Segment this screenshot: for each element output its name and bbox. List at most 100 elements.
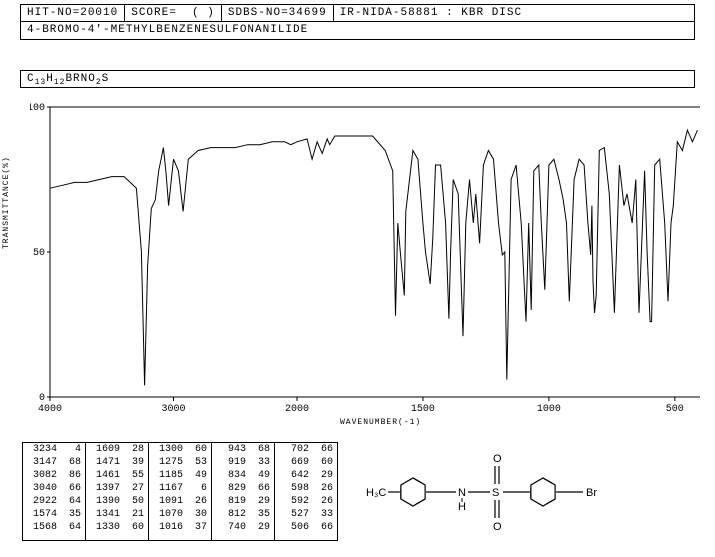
peak-wavenumber: 1091 <box>153 496 183 507</box>
svg-text:H: H <box>458 501 466 513</box>
peak-intensity: 29 <box>252 496 270 507</box>
ir-info-cell: IR-NIDA-58881 : KBR DISC <box>334 5 694 21</box>
peak-row: 81235 <box>212 508 274 521</box>
peak-column: 1609281471391461551397271390501341211330… <box>86 443 149 540</box>
peak-wavenumber: 943 <box>216 444 246 455</box>
hit-no-label: HIT-NO= <box>27 7 80 19</box>
svg-text:H₃C: H₃C <box>366 487 386 499</box>
sdbs-value: 34699 <box>289 7 327 19</box>
svg-text:N: N <box>458 487 466 499</box>
hit-no-cell: HIT-NO=20010 <box>21 5 125 21</box>
peak-wavenumber: 598 <box>279 483 309 494</box>
peak-intensity: 21 <box>126 509 144 520</box>
peak-row: 83449 <box>212 469 274 482</box>
svg-text:3000: 3000 <box>161 404 185 415</box>
peak-row: 1016 37 <box>149 521 211 534</box>
svg-text:2000: 2000 <box>285 404 309 415</box>
peak-wavenumber: 829 <box>216 483 246 494</box>
peak-wavenumber: 669 <box>279 457 309 468</box>
peak-wavenumber: 527 <box>279 509 309 520</box>
peak-wavenumber: 506 <box>279 522 309 533</box>
peak-wavenumber: 1574 <box>27 509 57 520</box>
peak-wavenumber: 1167 <box>153 483 183 494</box>
peak-intensity: 37 <box>189 522 207 533</box>
peak-row: 82966 <box>212 482 274 495</box>
sdbs-label: SDBS-NO= <box>228 7 289 19</box>
peak-intensity: 33 <box>252 457 270 468</box>
score-value: ( ) <box>192 7 215 19</box>
peak-intensity: 49 <box>252 470 270 481</box>
compound-name-row: 4-BROMO-4'-METHYLBENZENESULFONANILIDE <box>20 22 695 40</box>
peak-intensity: 64 <box>63 522 81 533</box>
peak-intensity: 66 <box>315 522 333 533</box>
svg-text:1000: 1000 <box>537 404 561 415</box>
peak-column: 3234431476830828630406629226415743515686… <box>23 443 86 540</box>
peak-wavenumber: 1461 <box>90 470 120 481</box>
peak-intensity: 53 <box>189 457 207 468</box>
peak-intensity: 39 <box>126 457 144 468</box>
peak-row: 81929 <box>212 495 274 508</box>
bottom-section: 3234431476830828630406629226415743515686… <box>22 442 702 541</box>
peak-row: 506 66 <box>275 521 337 534</box>
peak-row: 3234 4 <box>23 443 85 456</box>
peak-intensity: 68 <box>63 457 81 468</box>
peak-row: 702 66 <box>275 443 337 456</box>
peak-intensity: 30 <box>189 509 207 520</box>
peak-wavenumber: 1300 <box>153 444 183 455</box>
peak-wavenumber: 919 <box>216 457 246 468</box>
peak-intensity: 6 <box>189 483 207 494</box>
peak-wavenumber: 702 <box>279 444 309 455</box>
peak-row: 139727 <box>86 482 148 495</box>
peak-row: 527 33 <box>275 508 337 521</box>
svg-text:Br: Br <box>586 487 597 499</box>
y-axis-label: TRANSMITTANCE(%) <box>2 156 11 249</box>
score-label: SCORE= <box>131 7 177 19</box>
peak-row: 130060 <box>149 443 211 456</box>
peak-row: 139050 <box>86 495 148 508</box>
peak-wavenumber: 3234 <box>27 444 57 455</box>
peak-row: 74029 <box>212 521 274 534</box>
peak-wavenumber: 3082 <box>27 470 57 481</box>
svg-text:50: 50 <box>33 248 45 259</box>
peak-row: 157435 <box>23 508 85 521</box>
peak-wavenumber: 3040 <box>27 483 57 494</box>
header-row: HIT-NO=20010 SCORE= ( ) SDBS-NO=34699 IR… <box>20 4 695 22</box>
peak-row: 146155 <box>86 469 148 482</box>
peak-wavenumber: 3147 <box>27 457 57 468</box>
peak-wavenumber: 1568 <box>27 522 57 533</box>
peak-intensity: 64 <box>63 496 81 507</box>
peak-row: 59826 <box>275 482 337 495</box>
peak-row: 292264 <box>23 495 85 508</box>
formula-row: C13H12BRNO2S <box>20 70 695 88</box>
hit-no-value: 20010 <box>80 7 118 19</box>
peak-column: 94368919338344982966819298123574029 <box>212 443 275 540</box>
peak-wavenumber: 1341 <box>90 509 120 520</box>
peak-intensity: 33 <box>315 509 333 520</box>
peak-row: 118549 <box>149 469 211 482</box>
svg-text:O: O <box>493 453 502 465</box>
peak-row: 1167 6 <box>149 482 211 495</box>
peak-intensity: 60 <box>315 457 333 468</box>
peak-row: 1341 21 <box>86 508 148 521</box>
peak-wavenumber: 1471 <box>90 457 120 468</box>
peak-intensity: 4 <box>63 444 81 455</box>
peak-column: 70266669606422959826592265273350666 <box>275 443 337 540</box>
peak-row: 64229 <box>275 469 337 482</box>
peak-wavenumber: 1330 <box>90 522 120 533</box>
peak-wavenumber: 812 <box>216 509 246 520</box>
peak-intensity: 26 <box>189 496 207 507</box>
peak-wavenumber: 1390 <box>90 496 120 507</box>
peak-row: 304066 <box>23 482 85 495</box>
peak-column: 1300601275531185491167610912610703010163… <box>149 443 212 540</box>
sdbs-cell: SDBS-NO=34699 <box>222 5 334 21</box>
peak-intensity: 66 <box>315 444 333 455</box>
svg-text:O: O <box>493 521 502 533</box>
peak-wavenumber: 1016 <box>153 522 183 533</box>
molecular-structure: H₃C NH S O O Br <box>358 442 702 541</box>
svg-text:S: S <box>492 487 499 499</box>
peak-wavenumber: 592 <box>279 496 309 507</box>
peak-wavenumber: 1185 <box>153 470 183 481</box>
peak-wavenumber: 740 <box>216 522 246 533</box>
peak-row: 94368 <box>212 443 274 456</box>
peak-row: 107030 <box>149 508 211 521</box>
